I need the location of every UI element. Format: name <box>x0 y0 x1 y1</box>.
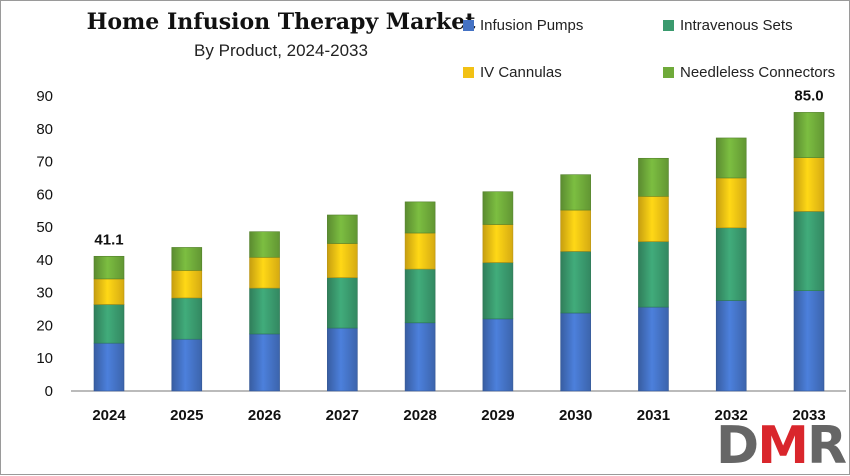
dmr-logo: DMR <box>716 420 847 472</box>
bar-segment <box>327 214 358 244</box>
chart-title: Home Infusion Therapy Market <box>86 9 476 35</box>
bar-segment <box>482 191 514 225</box>
y-tick-label: 20 <box>36 317 53 334</box>
y-tick-label: 10 <box>36 350 53 367</box>
bar-segment <box>93 255 125 280</box>
bar-segment <box>560 174 591 211</box>
bar-segment <box>327 243 358 278</box>
legend-label-iv-cannulas: IV Cannulas <box>480 64 562 81</box>
bar-segment <box>560 312 591 392</box>
bar-segment <box>171 338 203 392</box>
logo-letter-m: M <box>757 416 809 476</box>
bar-segment <box>715 177 747 229</box>
total-data-label: 85.0 <box>794 87 823 104</box>
x-tick-label: 2026 <box>248 407 281 424</box>
bar-segment <box>560 209 591 252</box>
bar-segment <box>171 297 203 340</box>
bar-segment <box>793 211 825 291</box>
bar-segment <box>793 290 825 392</box>
legend-swatch-iv-cannulas <box>463 67 474 78</box>
legend-item-iv-cannulas: IV Cannulas <box>463 64 562 81</box>
bar-segment <box>482 224 514 263</box>
bar-segment <box>404 201 436 234</box>
legend-label-infusion-pumps: Infusion Pumps <box>480 17 584 34</box>
y-tick-label: 40 <box>36 252 53 269</box>
bar-segment <box>327 277 358 329</box>
legend-swatch-intravenous-sets <box>663 20 674 31</box>
bar-segment <box>638 306 669 392</box>
bar-segment <box>404 268 436 324</box>
bar-segment <box>715 300 747 392</box>
legend-swatch-infusion-pumps <box>463 20 474 31</box>
x-tick-label: 2024 <box>92 407 126 424</box>
bar-segment <box>93 278 125 305</box>
x-tick-label: 2028 <box>403 407 436 424</box>
x-tick-label: 2027 <box>326 407 359 424</box>
logo-letter-d: D <box>716 416 759 476</box>
bar-segment <box>715 227 747 301</box>
bar-segment <box>638 196 669 242</box>
y-tick-label: 60 <box>36 186 53 203</box>
x-tick-label: 2031 <box>637 407 670 424</box>
legend-item-needleless-connectors: Needleless Connectors <box>663 64 835 81</box>
bar-segment <box>249 333 280 392</box>
y-tick-label: 70 <box>36 154 53 171</box>
bar-segment <box>715 137 747 179</box>
y-tick-label: 0 <box>45 383 53 400</box>
x-tick-label: 2032 <box>715 407 748 424</box>
bar-segment <box>404 322 436 392</box>
bar-segment <box>249 231 280 258</box>
bar-segment <box>638 157 669 197</box>
bar-segment <box>249 256 280 289</box>
legend-label-intravenous-sets: Intravenous Sets <box>680 17 793 34</box>
bar-segment <box>560 251 591 314</box>
x-tick-label: 2029 <box>481 407 514 424</box>
bar-segment <box>404 232 436 270</box>
x-tick-label: 2030 <box>559 407 592 424</box>
bar-segment <box>482 318 514 392</box>
bar-segment <box>249 287 280 335</box>
bar-segment <box>482 262 514 320</box>
legend-swatch-needleless-connectors <box>663 67 674 78</box>
bar-segment <box>93 342 125 392</box>
y-tick-label: 30 <box>36 285 53 302</box>
chart-subtitle: By Product, 2024-2033 <box>194 41 368 60</box>
bar-segment <box>171 247 203 271</box>
x-tick-label: 2025 <box>170 407 203 424</box>
bar-segment <box>171 270 203 299</box>
bar-segment <box>793 112 825 158</box>
y-tick-label: 50 <box>36 219 53 236</box>
bar-segment <box>638 241 669 308</box>
y-tick-label: 90 <box>36 88 53 105</box>
bar-segment <box>93 304 125 344</box>
bar-segment <box>327 327 358 392</box>
legend-label-needleless-connectors: Needleless Connectors <box>680 64 836 81</box>
legend-item-infusion-pumps: Infusion Pumps <box>463 17 583 34</box>
logo-letter-r: R <box>806 416 847 476</box>
x-tick-label: 2033 <box>792 407 825 424</box>
y-tick-label: 80 <box>36 121 53 138</box>
bar-segment <box>793 157 825 212</box>
legend-item-intravenous-sets: Intravenous Sets <box>663 17 793 34</box>
total-data-label: 41.1 <box>94 231 123 248</box>
